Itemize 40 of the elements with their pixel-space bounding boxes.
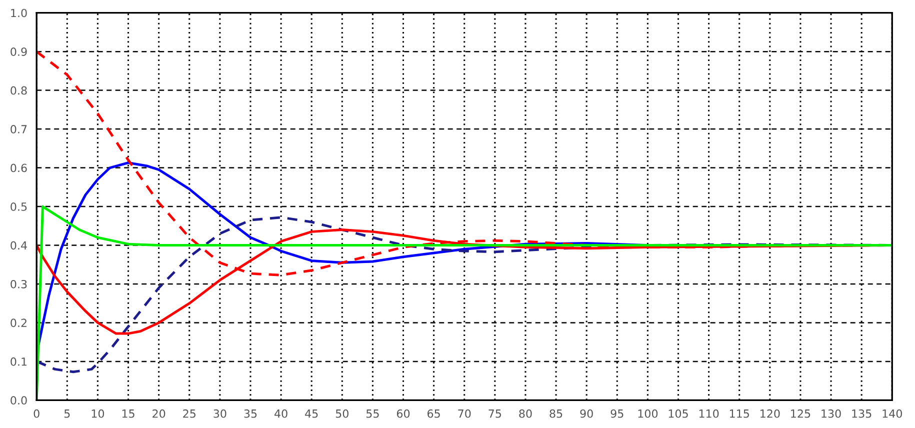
y-tick-label: 0.8 <box>10 86 27 95</box>
x-tick-label: 15 <box>122 410 134 418</box>
y-tick-label: 0.1 <box>10 357 27 366</box>
x-tick-label: 85 <box>550 409 562 418</box>
x-tick-label: 130 <box>822 409 841 418</box>
x-tick-label: 140 <box>882 409 902 418</box>
x-tick-label: 50 <box>336 409 348 418</box>
x-tick-label: 55 <box>366 410 379 418</box>
x-tick-label: 5 <box>64 410 70 418</box>
x-tick-label: 0 <box>34 409 40 418</box>
y-tick-label: 0.6 <box>10 164 27 172</box>
x-tick-label: 75 <box>488 410 502 418</box>
x-tick-label: 35 <box>244 409 257 418</box>
y-tick-label: 0.5 <box>10 202 27 211</box>
y-tick-label: 0.2 <box>10 318 26 328</box>
x-tick-label: 95 <box>610 409 624 418</box>
y-tick-label: 0.0 <box>10 396 27 405</box>
x-tick-label: 20 <box>152 409 166 418</box>
x-tick-label: 45 <box>305 410 318 418</box>
y-tick-label: 1.0 <box>11 8 27 18</box>
y-tick-label: 0.7 <box>10 125 27 134</box>
x-tick-label: 100 <box>638 409 658 418</box>
x-tick-label: 80 <box>519 409 532 418</box>
x-tick-label: 70 <box>458 409 471 418</box>
y-tick-label: 0.3 <box>10 280 27 288</box>
x-tick-label: 25 <box>183 409 196 418</box>
x-tick-label: 115 <box>730 410 749 418</box>
x-tick-label: 90 <box>580 409 593 418</box>
y-tick-label: 0.9 <box>10 48 27 56</box>
x-tick-label: 105 <box>668 409 688 418</box>
x-tick-label: 120 <box>760 409 780 418</box>
x-tick-label: 65 <box>428 409 440 418</box>
x-tick-label: 40 <box>274 409 288 418</box>
y-tick-label: 0.4 <box>10 241 27 250</box>
x-tick-label: 110 <box>699 409 719 418</box>
x-tick-label: 135 <box>852 409 872 418</box>
x-tick-label: 125 <box>791 409 810 418</box>
x-tick-label: 30 <box>214 409 226 418</box>
x-tick-label: 60 <box>396 409 410 418</box>
x-tick-label: 10 <box>92 409 104 418</box>
